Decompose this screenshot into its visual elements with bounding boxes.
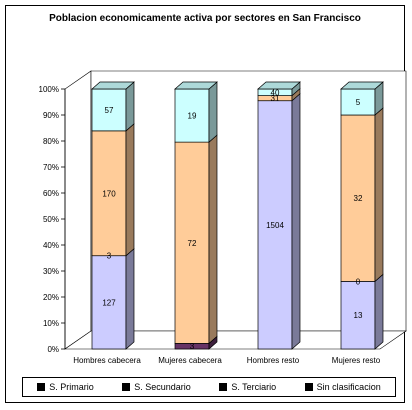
bar-segment-side (208, 134, 218, 345)
data-label: 13 (354, 311, 363, 320)
legend-item: S. Primario (37, 382, 94, 392)
chart-title: Poblacion economicamente activa por sect… (49, 13, 361, 24)
side-wall (64, 70, 92, 350)
data-label: 72 (188, 239, 197, 248)
bar-segment-side (374, 273, 384, 350)
data-label: 19 (188, 112, 197, 121)
bar-segment (91, 255, 127, 350)
bar-segment-side (208, 81, 218, 143)
x-tick-label: Hombres resto (247, 356, 300, 365)
legend-swatch (219, 383, 228, 391)
x-tick-label: Mujeres cabecera (158, 356, 222, 365)
bar-segment (91, 88, 127, 132)
legend: S. Primario S. Secundario S. Terciario Sin … (22, 377, 396, 397)
legend-item: S. Terciario (219, 382, 276, 392)
y-tick-label: 50% (43, 215, 59, 224)
legend-swatch (37, 383, 46, 391)
y-tick-label: 70% (43, 163, 59, 172)
bar-top (340, 81, 384, 90)
y-tick-label: 0% (47, 345, 59, 354)
legend-item: S. Secundario (122, 382, 191, 392)
data-label: 170 (102, 189, 116, 198)
data-label: 3 (107, 252, 112, 261)
y-tick-label: 60% (43, 189, 59, 198)
data-label: 57 (105, 106, 114, 115)
bar-segment-side (374, 107, 384, 283)
bar-segment-side (125, 123, 135, 257)
y-tick-label: 30% (43, 267, 59, 276)
bar-segment-side (291, 92, 301, 350)
bar-segment (257, 100, 293, 350)
data-label: 32 (354, 194, 363, 203)
data-label: 3 (190, 342, 195, 351)
bar-segment (174, 141, 210, 344)
bar-top (257, 81, 301, 90)
legend-swatch (304, 383, 313, 391)
y-tick-label: 10% (43, 319, 59, 328)
x-tick-label: Hombres cabecera (73, 356, 141, 365)
y-tick-label: 20% (43, 293, 59, 302)
legend-label: S. Terciario (231, 382, 277, 392)
legend-item: Sin clasificacion (304, 382, 381, 392)
legend-label: S. Primario (49, 382, 94, 392)
data-label: 1504 (266, 221, 284, 230)
bar-segment-side (125, 247, 135, 350)
y-tick-label: 90% (43, 111, 59, 120)
bar-top (174, 81, 218, 90)
bar-segment (91, 130, 127, 257)
data-label: 5 (356, 98, 361, 107)
x-tick-label: Mujeres resto (332, 356, 381, 365)
bar-segment (340, 281, 376, 350)
y-tick-label: 100% (39, 85, 59, 94)
legend-label: S. Secundario (134, 382, 191, 392)
y-tick-label: 40% (43, 241, 59, 250)
y-tick-label: 80% (43, 137, 59, 146)
legend-swatch (122, 383, 131, 391)
legend-label: Sin clasificacion (316, 382, 381, 392)
bar-top (91, 81, 135, 90)
data-label: 0 (356, 277, 361, 286)
data-label: 40 (271, 88, 280, 97)
data-label: 127 (102, 298, 116, 307)
bar-segment-side (125, 81, 135, 132)
data-label: 31 (271, 94, 280, 103)
